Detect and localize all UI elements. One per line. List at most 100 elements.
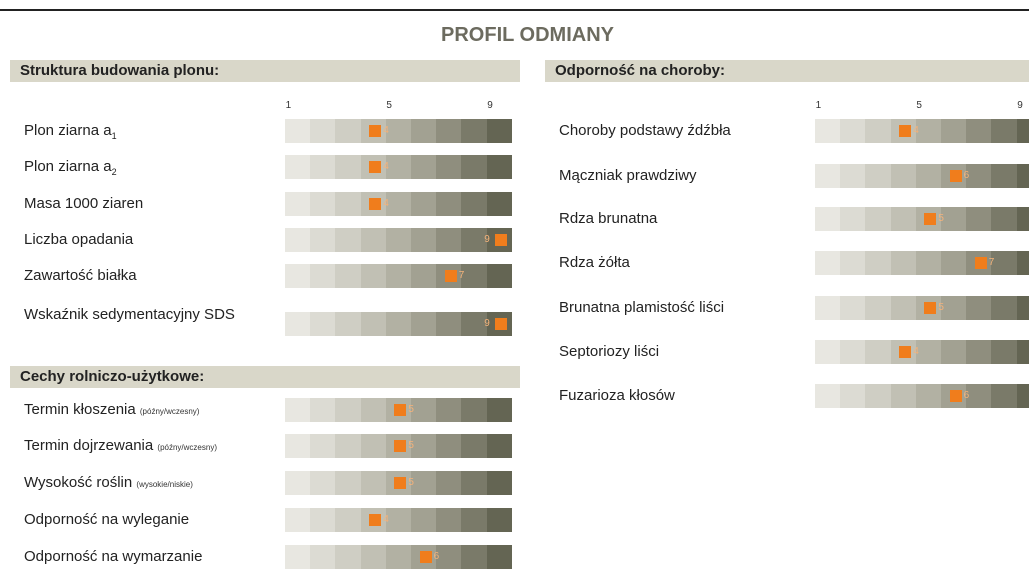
scale-cell [991, 207, 1018, 231]
scale-cell [335, 508, 362, 532]
marker-value: 5 [408, 477, 414, 488]
marker-value: 5 [408, 440, 414, 451]
scale-cell [991, 251, 1018, 275]
scale-cell [840, 164, 866, 188]
scale-cell [915, 164, 942, 188]
marker-value: 9 [484, 318, 490, 329]
scale-cell [436, 398, 462, 422]
marker-value: 7 [988, 257, 995, 268]
scale-cell [890, 384, 917, 408]
scale-cell [966, 164, 992, 188]
scale-cell [335, 228, 362, 252]
label-text: Odporność na wymarzanie [24, 548, 203, 565]
row-label: Termin kłoszenia (późny/wczesny) [24, 401, 264, 421]
label-text: Odporność na wyleganie [24, 511, 190, 528]
scale-cell [285, 398, 311, 422]
scale-cell [411, 398, 437, 422]
section-header: Struktura budowania plonu: [10, 60, 520, 82]
marker [495, 318, 508, 330]
scale-cell [335, 264, 362, 288]
scale-cell [815, 384, 841, 408]
scale-cell [285, 471, 311, 495]
scale-cell [285, 545, 311, 569]
scale-cell [285, 508, 311, 532]
scale-cell [436, 471, 462, 495]
marker [924, 302, 937, 314]
scale-cell [436, 545, 462, 569]
scale-cell [461, 545, 488, 569]
scale-cell [461, 508, 488, 532]
label-text: Rdza brunatna [559, 210, 658, 227]
scale-cell [310, 155, 336, 179]
marker [899, 346, 912, 358]
row-label: Plon ziarna a1 [24, 122, 264, 145]
scale-cell [486, 508, 513, 532]
scale-cell [915, 119, 942, 143]
scale-cell [335, 398, 362, 422]
scale-cell [486, 545, 513, 569]
scale-cell [385, 264, 412, 288]
scale-cell [840, 296, 866, 320]
subscript: 2 [111, 167, 117, 177]
marker-value: 9 [484, 234, 490, 245]
scale-cell [1016, 119, 1029, 143]
scale-cell [865, 119, 892, 143]
scale-cell [411, 119, 437, 143]
scale-cell [360, 434, 387, 458]
row-label: Brunatna plamistość liści [559, 299, 799, 317]
scale-cell [310, 545, 336, 569]
scale-cell [385, 119, 412, 143]
scale-label: 5 [386, 100, 392, 111]
label-text: Rdza żółta [559, 254, 630, 271]
label-text: Termin kłoszenia [24, 401, 136, 418]
scale-cell [890, 207, 917, 231]
marker [924, 213, 937, 225]
marker [419, 551, 432, 563]
scale-cell [840, 384, 866, 408]
marker [369, 514, 382, 526]
scale-cell [436, 192, 462, 216]
scale-cell [1016, 251, 1029, 275]
scale-cell [890, 251, 917, 275]
scale-cell [436, 434, 462, 458]
marker [899, 125, 912, 137]
marker-value: 6 [433, 551, 440, 562]
scale-cell [411, 471, 437, 495]
scale-cell [335, 119, 362, 143]
scale-cell [486, 398, 513, 422]
row-label: Odporność na wyleganie [24, 511, 264, 529]
scale-cell [840, 340, 866, 364]
scale-cell [310, 398, 336, 422]
scale-cell [915, 340, 942, 364]
section-header: Odporność na choroby: [545, 60, 1029, 82]
scale-cell [991, 296, 1018, 320]
scale-cell [461, 398, 488, 422]
marker-value: 4 [383, 125, 389, 136]
row-label: Liczba opadania [24, 231, 264, 249]
scale-cell [411, 192, 437, 216]
marker-value: 5 [408, 404, 414, 415]
scale-cell [310, 228, 336, 252]
scale-cell [411, 155, 437, 179]
scale-cell [991, 340, 1018, 364]
scale-cell [815, 340, 841, 364]
scale-cell [815, 207, 841, 231]
scale-cell [310, 264, 336, 288]
scale-cell [461, 471, 488, 495]
scale-cell [335, 434, 362, 458]
scale-cell [411, 264, 437, 288]
scale-cell [865, 340, 892, 364]
scale-cell [411, 508, 437, 532]
marker-value: 5 [938, 213, 944, 224]
scale-cell [815, 119, 841, 143]
marker [369, 125, 382, 137]
scale-cell [991, 119, 1018, 143]
label-text: Mączniak prawdziwy [559, 167, 697, 184]
scale-cell [385, 508, 412, 532]
scale-label: 1 [285, 100, 292, 111]
scale-cell [941, 340, 967, 364]
scale-cell [360, 398, 387, 422]
row-label: Termin dojrzewania (późny/wczesny) [24, 437, 264, 457]
scale-cell [461, 228, 488, 252]
scale-cell [285, 264, 311, 288]
